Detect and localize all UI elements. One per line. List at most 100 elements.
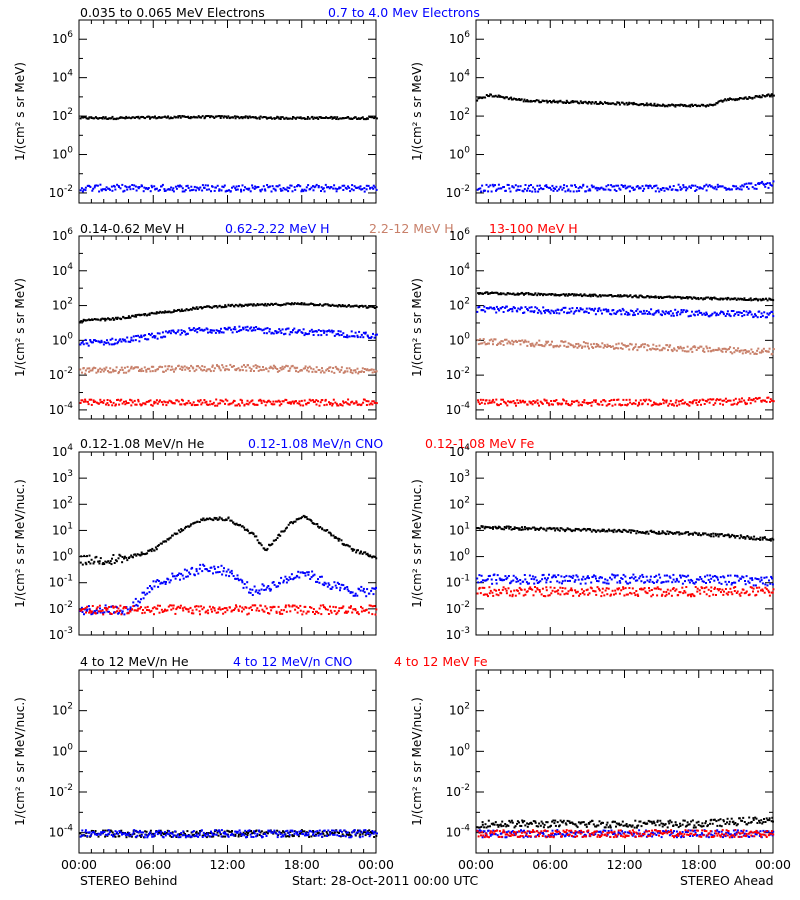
row1-ahead-point [746,97,749,100]
row2-behind-point [245,328,248,331]
row2-behind-point [317,334,320,337]
row1-ahead-point [484,189,487,192]
row3-ahead-point [740,535,743,538]
row3-ahead-point [501,588,504,591]
row1-label-1: 0.035 to 0.065 MeV Electrons [80,5,265,20]
row3-behind-point [324,582,327,585]
row2-ahead-point [766,299,769,302]
row1-behind-point [291,117,294,120]
row2-ahead-point [591,308,594,311]
row1-behind-point [344,117,347,119]
row1-behind-ytick-label: 100 [52,146,73,162]
row3-ahead-point [607,528,610,531]
row2-ahead-point [712,398,715,401]
row1-behind-point [297,184,300,187]
row1-ahead-point [536,184,539,187]
row1-behind-point [333,116,336,119]
row2-ahead-point [534,400,537,403]
row2-behind-point [222,306,225,309]
row3-ahead-point [476,592,479,595]
row2-ahead-point [484,310,487,313]
row1-ahead-point [702,104,705,107]
row2-ahead-point [697,297,700,299]
row1-behind-point [275,185,278,188]
row2-behind-point [172,329,175,332]
row2-ahead-point [724,397,727,400]
row2-ahead-point [648,398,651,401]
row2-behind-point [284,328,287,331]
row2-behind-point [181,310,184,312]
row2-behind-point [330,329,333,332]
row2-behind-point [368,403,371,406]
row2-behind-point [150,332,153,335]
row2-ahead-point [726,348,729,351]
row2-ahead-point [750,313,753,316]
row3-ahead-point [481,525,484,528]
row3-behind-point [304,516,307,519]
row1-ahead-point [667,188,670,191]
row2-ahead-point [495,311,498,314]
row3-behind-point [147,549,150,552]
row3-ahead-point [694,581,697,584]
row2-behind-point [108,318,111,321]
row2-ahead-point [662,402,665,405]
row3-ahead-point [518,527,521,530]
row1-ahead-point [597,187,600,190]
row1-ahead-point [487,185,490,188]
row3-ahead-series-2 [476,586,775,598]
row1-behind-point [111,189,114,192]
row1-ahead-point [558,188,560,191]
row1-ahead-point [538,188,541,191]
row2-behind-point [348,403,351,406]
row3-ahead-point [594,529,597,532]
row2-ahead-point [722,403,724,406]
row2-behind-point [339,403,342,406]
row2-behind-point [84,400,87,403]
row3-ahead-point [674,532,677,535]
row2-ahead-point [551,340,553,343]
row2-behind-point [347,398,350,401]
row3-ahead-point [561,590,564,593]
row3-behind-point [177,574,179,576]
row1-ahead-point [753,96,756,99]
row2-behind-point [185,366,188,369]
row2-ahead-point [760,351,763,354]
row1-behind-point [306,117,309,120]
row3-behind-point [248,591,250,594]
row2-behind-point [105,342,108,345]
row1-ahead-point [571,100,574,102]
row1-behind-point [264,189,267,192]
row3-behind-point [98,560,101,563]
row2-ahead-point [589,295,592,298]
row1-behind-point [278,117,281,120]
row1-behind-point [241,117,244,120]
row3-ahead-point [581,528,584,531]
row2-behind-point [328,401,330,404]
row3-ahead-point [629,577,631,580]
row3-behind-point [232,521,235,524]
row2-ahead-point [675,311,678,314]
row2-ahead-ytick-label: 104 [449,262,470,278]
row3-behind-point [102,613,105,616]
row1-ahead-point [615,103,618,106]
row2-ahead-point [604,400,607,403]
row2-ahead-point [772,315,775,318]
row1-behind-point [247,188,250,191]
row1-behind-point [322,187,325,190]
row3-behind-point [167,538,170,541]
row2-behind-point [372,400,375,403]
row2-ahead-point [525,292,528,295]
row3-ahead-point [624,529,627,532]
row2-ahead-point [549,343,552,346]
row3-behind-point [251,594,254,596]
row3-behind-point [86,555,88,558]
row3-ahead-point [742,536,745,538]
row1-behind-point [145,187,148,189]
row2-behind-point [130,404,133,407]
row2-ahead-point [479,338,482,341]
row3-ahead-point [693,531,696,534]
row2-behind-point [248,366,251,369]
row2-behind-point [308,332,310,335]
row3-behind-point [251,609,253,611]
row3-ahead-point [533,578,536,581]
